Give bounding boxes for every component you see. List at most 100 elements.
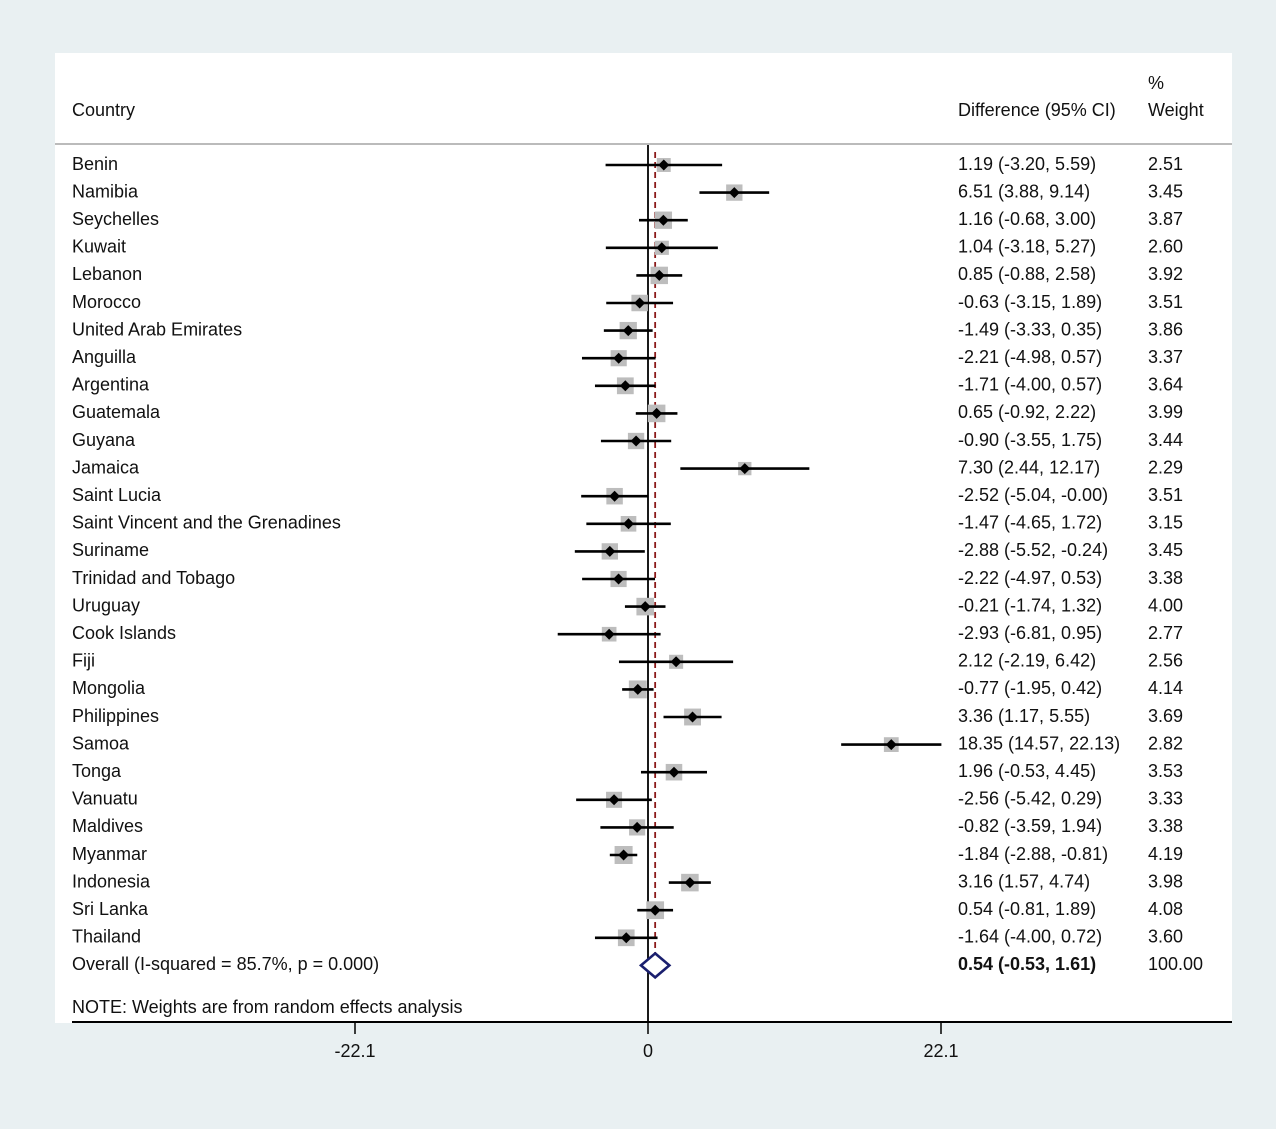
- weight-label: 3.37: [1148, 347, 1183, 367]
- weight-label: 3.87: [1148, 209, 1183, 229]
- study-row: Trinidad and Tobago -2.22 (-4.97, 0.53) 3.…: [72, 568, 1183, 588]
- country-label: Tonga: [72, 761, 122, 781]
- study-row: Suriname -2.88 (-5.52, -0.24) 3.45: [72, 540, 1183, 560]
- study-row: Namibia 6.51 (3.88, 9.14) 3.45: [72, 181, 1183, 201]
- ci-label: -0.90 (-3.55, 1.75): [958, 430, 1102, 450]
- ci-label: -2.88 (-5.52, -0.24): [958, 540, 1108, 560]
- study-row: Guyana -0.90 (-3.55, 1.75) 3.44: [72, 430, 1183, 450]
- country-label: Uruguay: [72, 595, 140, 615]
- weight-label: 3.99: [1148, 402, 1183, 422]
- overall-label: Overall (I-squared = 85.7%, p = 0.000): [72, 954, 379, 974]
- weight-label: 3.15: [1148, 513, 1183, 533]
- point-estimate: [728, 187, 740, 199]
- point-estimate: [608, 794, 620, 806]
- study-row: Thailand -1.64 (-4.00, 0.72) 3.60: [72, 927, 1183, 947]
- weight-label: 3.92: [1148, 264, 1183, 284]
- ci-label: -0.82 (-3.59, 1.94): [958, 816, 1102, 836]
- study-row: Lebanon 0.85 (-0.88, 2.58) 3.92: [72, 264, 1183, 284]
- country-label: Thailand: [72, 927, 141, 947]
- study-row: Tonga 1.96 (-0.53, 4.45) 3.53: [72, 761, 1183, 781]
- study-row: Jamaica 7.30 (2.44, 12.17) 2.29: [72, 457, 1183, 477]
- ci-label: -0.63 (-3.15, 1.89): [958, 292, 1102, 312]
- study-row: Samoa 18.35 (14.57, 22.13) 2.82: [72, 733, 1183, 753]
- country-label: Fiji: [72, 651, 95, 671]
- point-estimate: [609, 490, 621, 502]
- weight-label: 4.08: [1148, 899, 1183, 919]
- country-label: Seychelles: [72, 209, 159, 229]
- ci-label: -1.84 (-2.88, -0.81): [958, 844, 1108, 864]
- weight-label: 3.69: [1148, 706, 1183, 726]
- point-estimate: [619, 380, 631, 392]
- ci-label: 0.85 (-0.88, 2.58): [958, 264, 1096, 284]
- weight-label: 3.44: [1148, 430, 1183, 450]
- ci-label: -0.77 (-1.95, 0.42): [958, 678, 1102, 698]
- study-row: United Arab Emirates -1.49 (-3.33, 0.35) 3…: [72, 319, 1183, 339]
- ci-label: -1.64 (-4.00, 0.72): [958, 927, 1102, 947]
- country-label: Suriname: [72, 540, 149, 560]
- weight-label: 3.45: [1148, 540, 1183, 560]
- plot-panel: [55, 53, 1232, 1023]
- ci-label: -2.52 (-5.04, -0.00): [958, 485, 1108, 505]
- country-label: Vanuatu: [72, 789, 138, 809]
- point-estimate: [613, 573, 625, 585]
- study-row: Indonesia 3.16 (1.57, 4.74) 3.98: [72, 871, 1183, 892]
- header-weight-line2: Weight: [1148, 100, 1204, 120]
- point-estimate: [653, 269, 665, 281]
- overall-ci-label: 0.54 (-0.53, 1.61): [958, 954, 1096, 974]
- weight-label: 4.14: [1148, 678, 1183, 698]
- point-estimate: [739, 463, 751, 475]
- ci-label: -2.22 (-4.97, 0.53): [958, 568, 1102, 588]
- weight-label: 2.56: [1148, 651, 1183, 671]
- country-label: Lebanon: [72, 264, 142, 284]
- weight-label: 4.19: [1148, 844, 1183, 864]
- study-row: Maldives -0.82 (-3.59, 1.94) 3.38: [72, 816, 1183, 836]
- study-row: Sri Lanka 0.54 (-0.81, 1.89) 4.08: [72, 899, 1183, 920]
- ci-label: 7.30 (2.44, 12.17): [958, 457, 1100, 477]
- ci-label: -1.49 (-3.33, 0.35): [958, 319, 1102, 339]
- header-country: Country: [72, 100, 135, 120]
- country-label: Guyana: [72, 430, 136, 450]
- study-row: Argentina -1.71 (-4.00, 0.57) 3.64: [72, 375, 1183, 395]
- weight-label: 3.64: [1148, 375, 1183, 395]
- point-estimate: [603, 628, 615, 640]
- ci-label: 1.16 (-0.68, 3.00): [958, 209, 1096, 229]
- point-estimate: [649, 904, 661, 916]
- point-estimate: [639, 601, 651, 613]
- country-label: United Arab Emirates: [72, 319, 242, 339]
- point-estimate: [656, 242, 668, 254]
- point-estimate: [687, 711, 699, 723]
- ci-label: 1.19 (-3.20, 5.59): [958, 154, 1096, 174]
- forest-marks: Benin 1.19 (-3.20, 5.59) 2.51 Namibia 6.51 (…: [72, 145, 1203, 1022]
- point-estimate: [604, 545, 616, 557]
- point-estimate: [622, 325, 634, 337]
- weight-label: 2.51: [1148, 154, 1183, 174]
- point-estimate: [657, 214, 669, 226]
- weight-label: 2.82: [1148, 733, 1183, 753]
- ci-label: -2.56 (-5.42, 0.29): [958, 789, 1102, 809]
- study-row: Morocco -0.63 (-3.15, 1.89) 3.51: [72, 292, 1183, 312]
- point-estimate: [623, 518, 635, 530]
- overall-row: Overall (I-squared = 85.7%, p = 0.000) 0.…: [72, 951, 1203, 980]
- country-label: Argentina: [72, 375, 150, 395]
- country-label: Kuwait: [72, 237, 126, 257]
- ci-label: -1.71 (-4.00, 0.57): [958, 375, 1102, 395]
- study-row: Uruguay -0.21 (-1.74, 1.32) 4.00: [72, 595, 1183, 616]
- overall-weight-label: 100.00: [1148, 954, 1203, 974]
- country-label: Maldives: [72, 816, 143, 836]
- weight-label: 2.29: [1148, 457, 1183, 477]
- weight-label: 3.38: [1148, 568, 1183, 588]
- ci-label: 2.12 (-2.19, 6.42): [958, 651, 1096, 671]
- point-estimate: [631, 821, 643, 833]
- ci-label: 3.16 (1.57, 4.74): [958, 871, 1090, 891]
- country-label: Benin: [72, 154, 118, 174]
- study-row: Fiji 2.12 (-2.19, 6.42) 2.56: [72, 651, 1183, 671]
- weight-label: 3.51: [1148, 485, 1183, 505]
- ci-label: 3.36 (1.17, 5.55): [958, 706, 1090, 726]
- ci-label: 0.65 (-0.92, 2.22): [958, 402, 1096, 422]
- country-label: Cook Islands: [72, 623, 176, 643]
- footnote: NOTE: Weights are from random effects an…: [72, 997, 462, 1017]
- study-row: Anguilla -2.21 (-4.98, 0.57) 3.37: [72, 347, 1183, 367]
- weight-label: 3.98: [1148, 871, 1183, 891]
- point-estimate: [630, 435, 642, 447]
